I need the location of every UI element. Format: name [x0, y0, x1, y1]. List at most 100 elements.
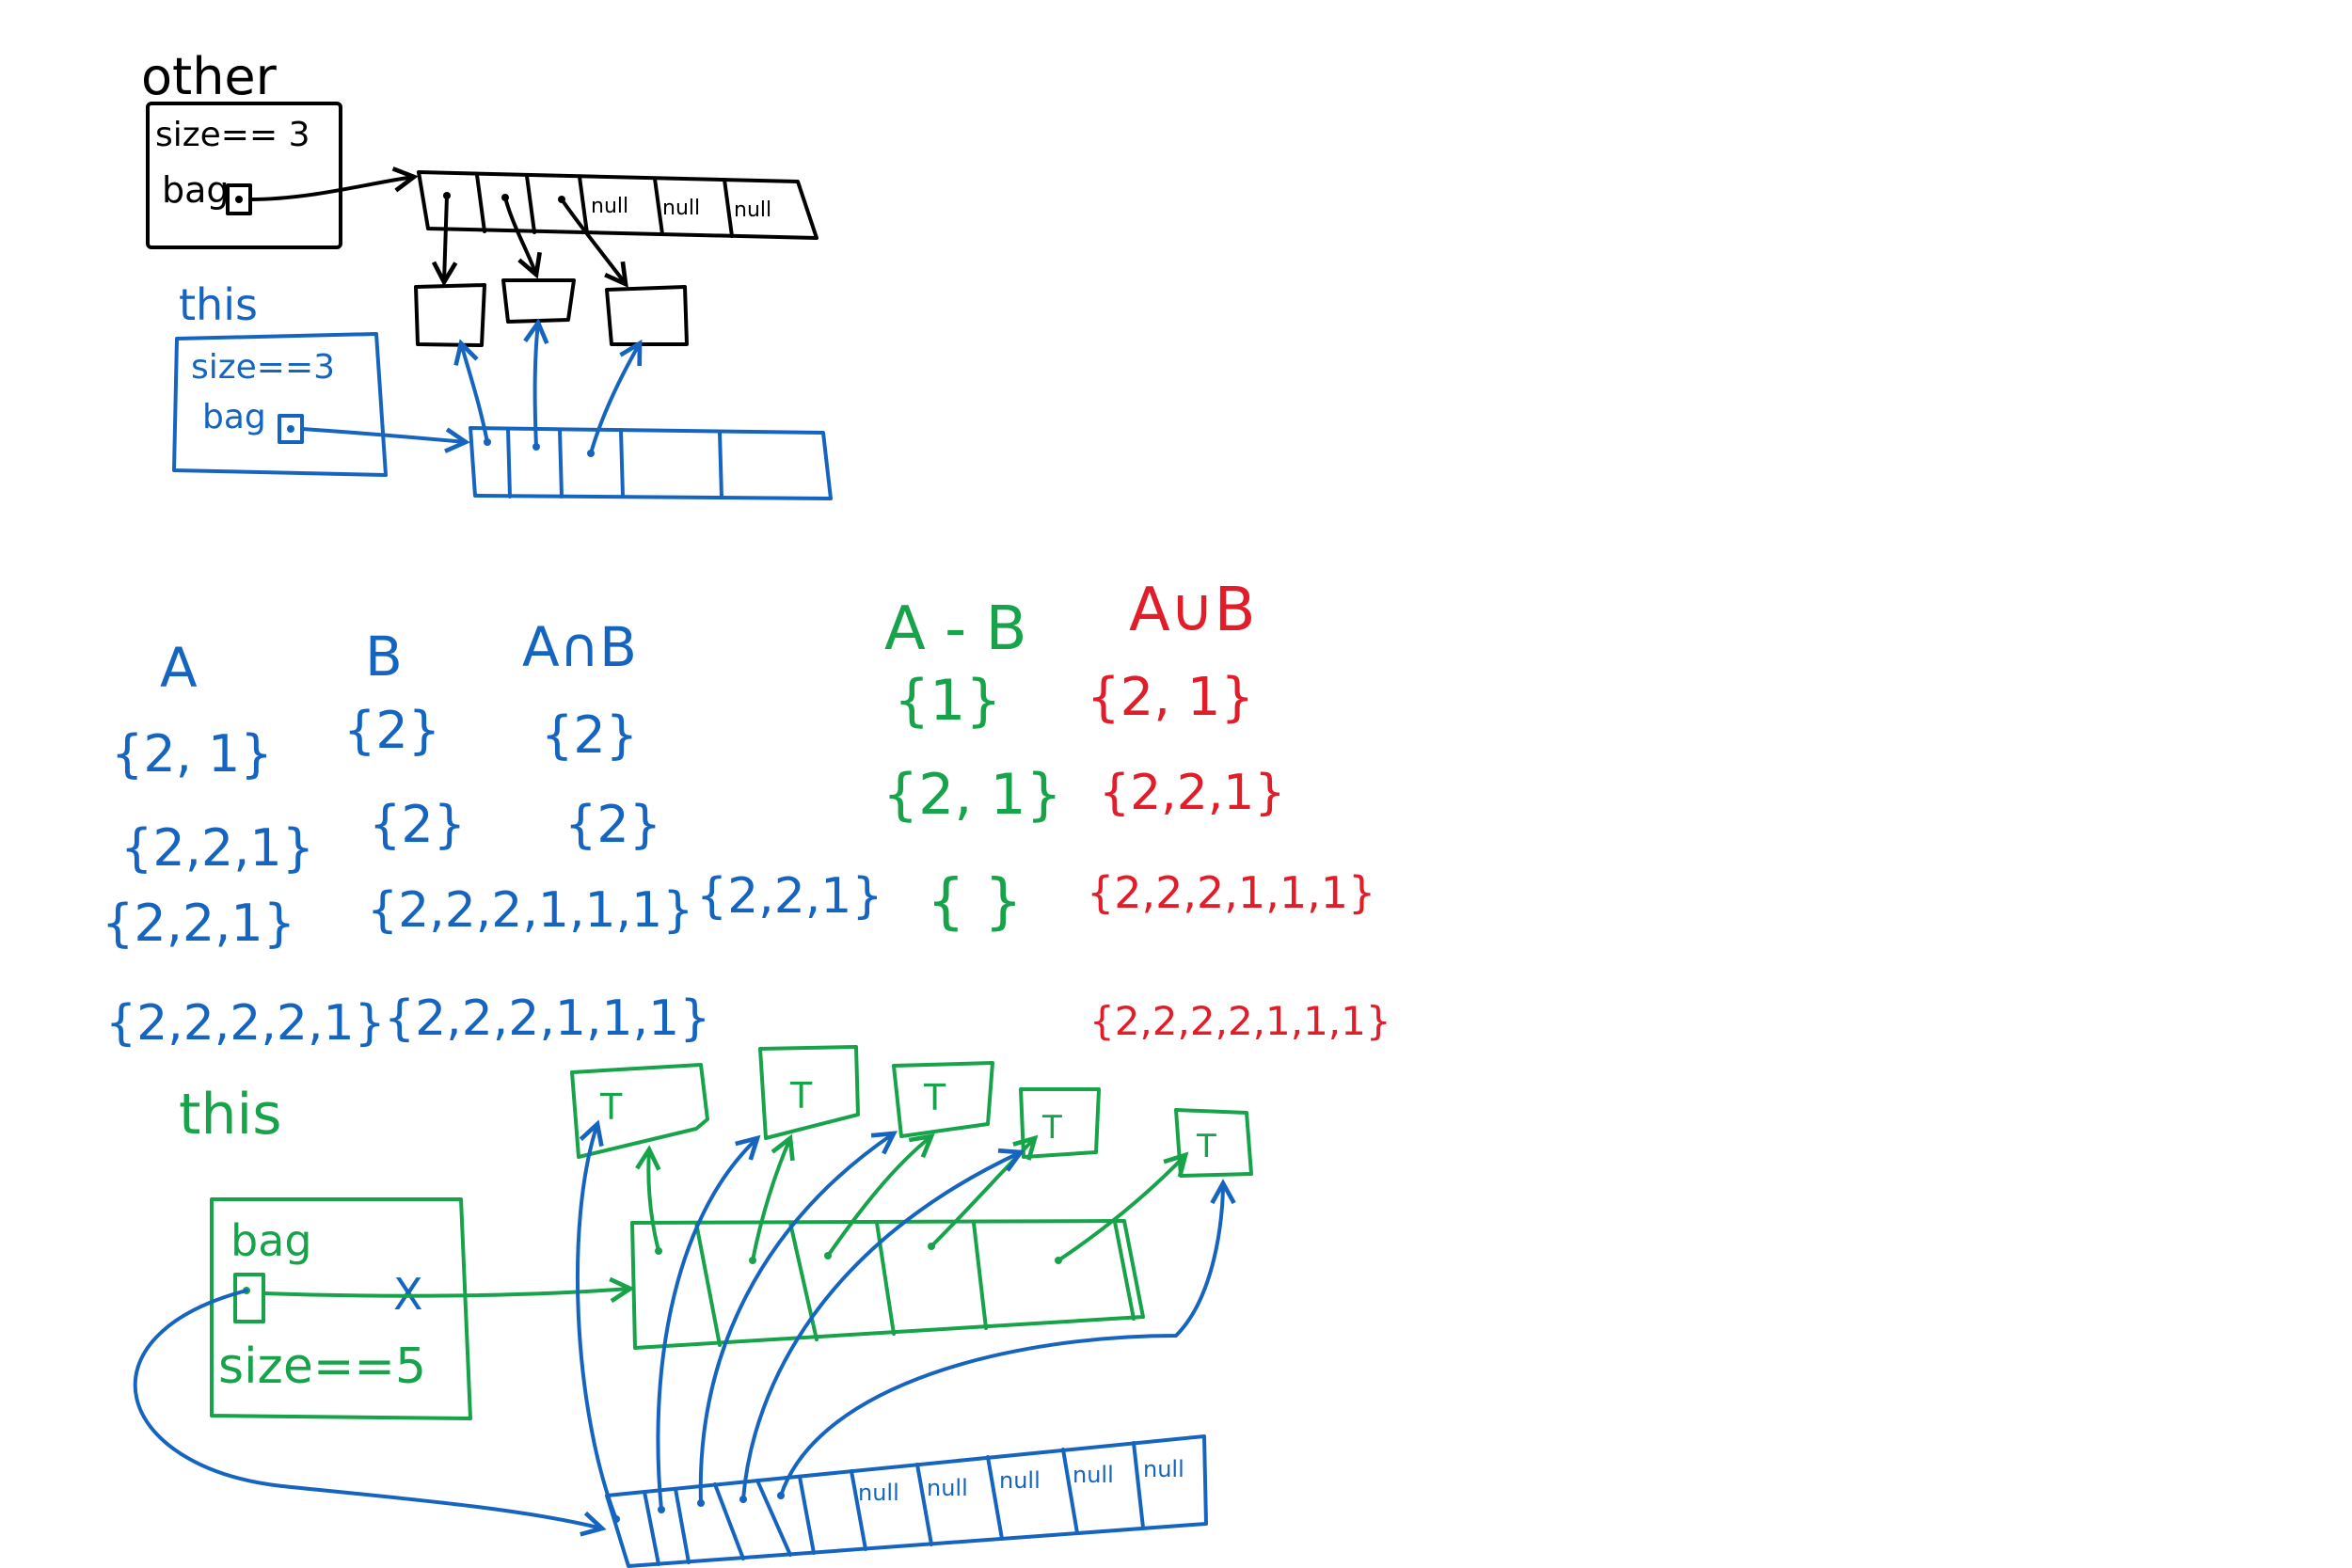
blue-array-outline — [605, 1434, 1208, 1568]
other-node-arrow — [656, 1138, 757, 1512]
other-array-divider — [475, 173, 486, 233]
shared-nodes — [414, 194, 689, 347]
set-examples: A B A∩B A - B A∪B {2, 1} {2,2,1} {2,2,1}… — [102, 576, 1391, 1052]
header-intersection: A∩B — [522, 615, 637, 679]
set-a-row: {2,2,1} — [120, 818, 314, 878]
green-array-outline — [630, 1219, 1145, 1350]
set-b-row: {2} — [343, 701, 440, 760]
set-intersection-row: {2} — [564, 795, 661, 854]
shallow-copy-arrow — [589, 343, 640, 455]
copied-node-label: T — [1196, 1128, 1216, 1165]
set-union-row: {2, 1} — [1087, 667, 1254, 728]
header-a: A — [160, 636, 198, 700]
shallow-copy-arrow — [535, 323, 538, 449]
node-arrow — [560, 198, 626, 284]
blue-array-cell-null: null — [999, 1467, 1041, 1494]
other-bag-arrow — [248, 177, 414, 201]
header-union: A∪B — [1129, 576, 1256, 645]
green-object-group: bag size==5 X — [210, 1197, 472, 1420]
green-bag-field: bag — [230, 1215, 312, 1266]
set-difference-row: {1} — [894, 668, 1002, 734]
shared-node-box — [501, 278, 576, 324]
other-array-outline — [417, 170, 818, 240]
this-array-divider — [619, 428, 625, 499]
other-bag-field: bag — [162, 169, 230, 211]
other-array-cell-null: null — [591, 195, 628, 218]
set-a-row: {2,2,2,2,1} — [105, 995, 386, 1052]
other-array-cell-null: null — [734, 198, 771, 222]
shared-node-box — [605, 285, 689, 346]
this-array-divider — [558, 428, 564, 499]
node-arrow — [751, 1138, 790, 1262]
other-node-arrow — [698, 1133, 894, 1505]
this-label-bottom: this — [179, 1082, 281, 1148]
set-b-row: {2,2,2,1,1,1} — [367, 882, 693, 939]
green-array-divider — [694, 1221, 722, 1347]
blue-array-divider — [713, 1482, 745, 1560]
this-bag-pointer-dot — [287, 425, 294, 433]
copied-node-box — [570, 1063, 709, 1159]
other-node-arrow — [576, 1124, 618, 1521]
node-arrow — [503, 196, 536, 275]
node-arrow — [648, 1149, 659, 1253]
set-union-row: {2,2,1} — [1099, 765, 1285, 821]
blue-pointer-arrows — [576, 1124, 1223, 1521]
this-array-top — [469, 426, 833, 500]
set-b-row: {2} — [369, 795, 466, 854]
green-bag-to-blue-array-arrow — [133, 1289, 602, 1528]
blue-array-divider — [755, 1479, 792, 1557]
blue-array-cell-null: null — [1143, 1456, 1184, 1482]
node-arrow — [444, 194, 447, 282]
other-node-arrow — [779, 1183, 1223, 1497]
other-array-divider — [653, 177, 664, 236]
set-a-row: {2,2,1} — [102, 894, 295, 953]
this-bag-field: bag — [202, 398, 266, 436]
this-label-top: this — [179, 279, 258, 330]
node-arrow — [826, 1136, 931, 1258]
set-b-row: {2,2,2,1,1,1} — [384, 990, 710, 1047]
blue-array-bottom: null null null null null — [605, 1434, 1208, 1568]
set-intersection-row: {2} — [541, 705, 638, 765]
other-array-divider — [578, 175, 589, 235]
this-object-group: this size==3 bag — [172, 279, 388, 477]
green-pointer-arrows — [648, 1136, 1185, 1262]
blue-array-divider — [1132, 1441, 1145, 1529]
other-node-arrow — [741, 1152, 1021, 1501]
blue-array-cell-null: null — [1073, 1462, 1114, 1488]
green-bag-pointer-cell — [233, 1273, 265, 1323]
copied-node-box — [758, 1045, 860, 1140]
copied-node-label: T — [599, 1086, 623, 1128]
set-difference-row: { } — [927, 867, 1023, 937]
other-array-cell-null: null — [662, 197, 700, 220]
copied-node-box — [892, 1061, 994, 1138]
blue-array-divider — [798, 1475, 816, 1555]
other-bag-pointer-dot — [235, 196, 243, 203]
other-label: other — [141, 47, 278, 106]
this-array-top-outline — [469, 426, 833, 500]
green-array-divider — [1113, 1220, 1136, 1321]
node-arrow — [1057, 1155, 1185, 1262]
blue-array-cell-null: null — [858, 1480, 899, 1506]
other-array-divider — [723, 178, 734, 238]
set-union-row: {2,2,2,2,1,1,1} — [1089, 998, 1391, 1044]
green-array-divider — [972, 1221, 988, 1330]
header-b: B — [365, 625, 403, 689]
this-array-divider — [506, 427, 512, 499]
other-array: null null null — [417, 170, 818, 240]
blue-array-cell-null: null — [927, 1475, 968, 1501]
green-size-field: size==5 — [218, 1338, 426, 1395]
this-object-box — [172, 332, 388, 477]
green-object-box — [210, 1197, 472, 1420]
blue-array-divider — [674, 1487, 691, 1564]
set-extra: {2,2,1} — [696, 868, 882, 925]
other-object-box — [146, 102, 342, 249]
copied-node-label: T — [1041, 1109, 1062, 1147]
other-array-divider — [525, 174, 536, 234]
copied-node-box — [1019, 1087, 1101, 1159]
this-size-field: size==3 — [191, 348, 335, 387]
set-union-row: {2,2,2,1,1,1} — [1087, 867, 1375, 918]
green-array — [630, 1219, 1145, 1350]
blue-array-divider — [1061, 1448, 1079, 1535]
blue-array-divider — [915, 1463, 933, 1546]
